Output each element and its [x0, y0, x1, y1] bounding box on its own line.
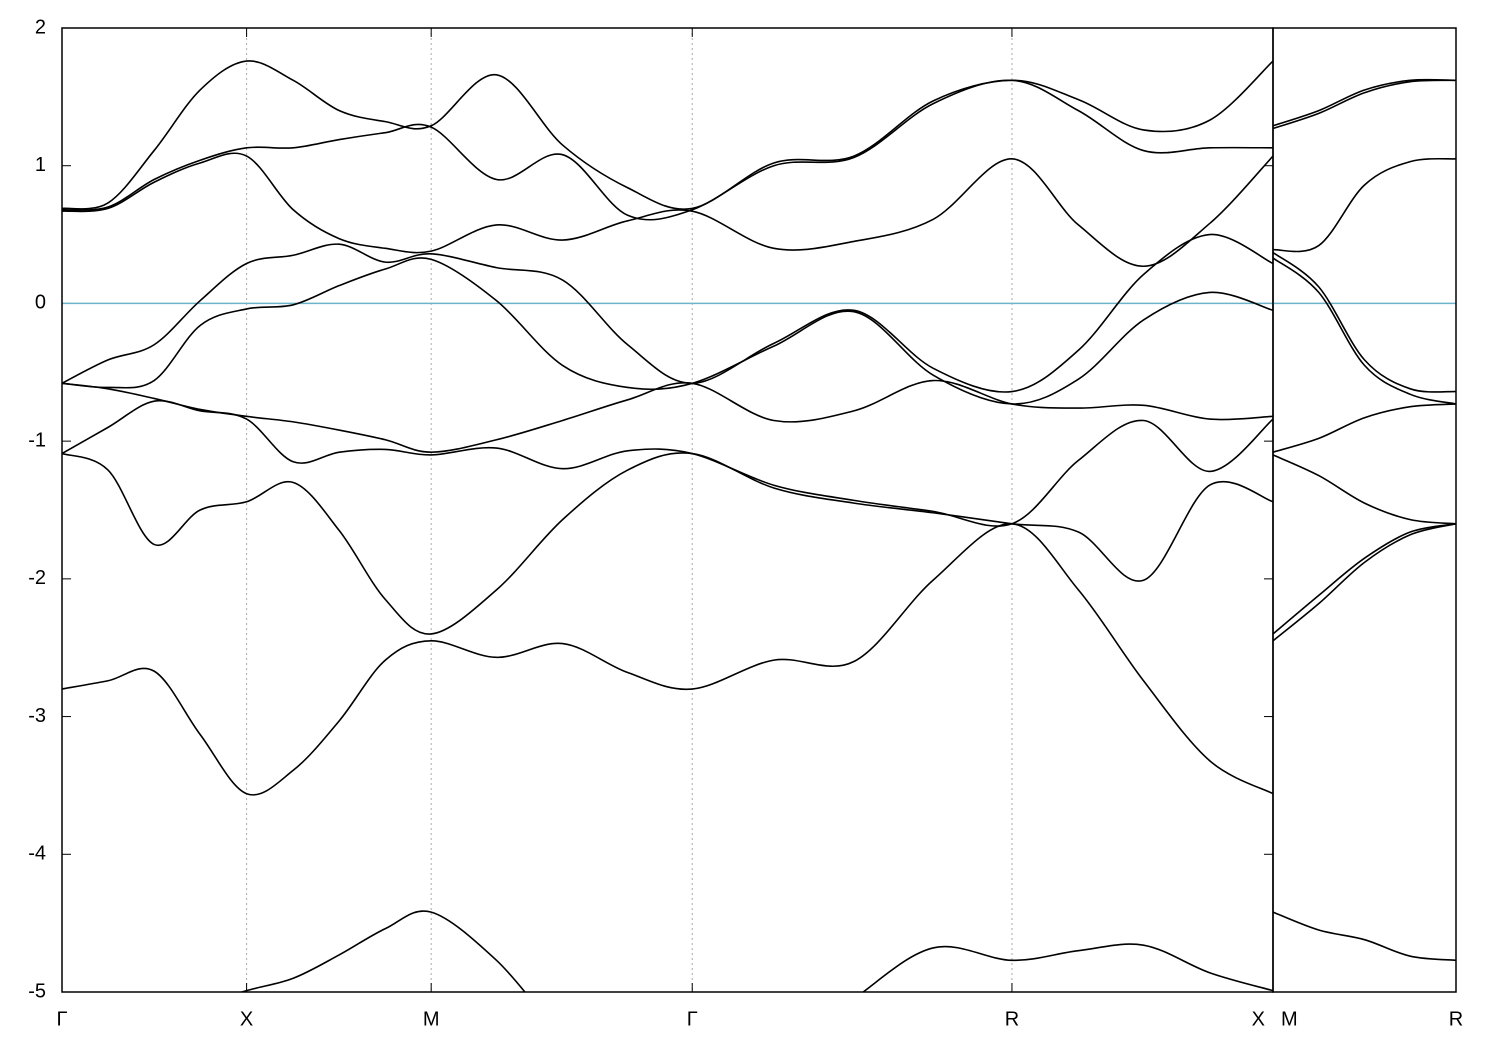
band-line: [1273, 257, 1456, 405]
band-line: [62, 152, 1273, 268]
band-line: [62, 79, 1273, 221]
x-tick-label: M: [423, 1008, 440, 1030]
x-tick-label: X: [240, 1008, 253, 1030]
y-tick-label: -3: [28, 705, 46, 727]
band-line: [62, 60, 1273, 210]
band-line: [1273, 251, 1456, 393]
band-line: [239, 910, 1273, 992]
plot-frame: [61, 27, 1274, 993]
band-line: [62, 379, 1273, 453]
band-line: [62, 257, 1273, 405]
x-tick-label: Γ: [687, 1008, 698, 1030]
band-line: [1273, 522, 1456, 642]
band-line: [1273, 78, 1456, 127]
band-line: [1273, 79, 1456, 130]
band-line: [62, 399, 1273, 527]
band-line: [1273, 911, 1456, 962]
x-tick-label: M: [1281, 1008, 1298, 1030]
y-tick-label: 2: [35, 16, 46, 38]
y-tick-label: 0: [35, 292, 46, 314]
x-tick-label: X: [1252, 1008, 1265, 1030]
band-line: [62, 233, 1273, 393]
band-line: [1273, 522, 1456, 635]
y-tick-label: -4: [28, 843, 46, 865]
plot-frame: [1272, 27, 1457, 993]
band-line: [1273, 403, 1456, 453]
x-tick-label: Γ: [56, 1008, 67, 1030]
band-line: [1273, 157, 1456, 253]
y-tick-label: -2: [28, 567, 46, 589]
x-tick-label: R: [1449, 1008, 1463, 1030]
x-tick-label: R: [1005, 1008, 1019, 1030]
y-tick-label: 1: [35, 154, 46, 176]
y-tick-label: -5: [28, 980, 46, 1002]
band-line: [62, 522, 1273, 796]
band-line: [62, 452, 1273, 635]
y-tick-label: -1: [28, 429, 46, 451]
band-line: [1273, 454, 1456, 525]
